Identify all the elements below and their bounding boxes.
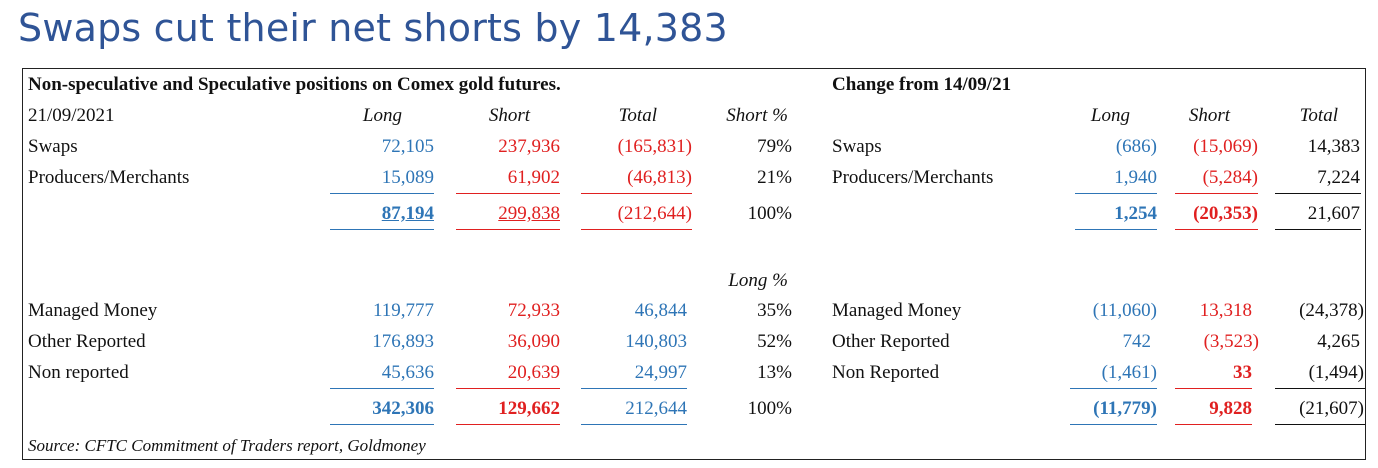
change-col-header-short: Short (1188, 105, 1230, 126)
change-col-header-total: Total (1299, 105, 1338, 126)
pct-value: 21% (757, 167, 792, 188)
long-value: 72,105 (381, 136, 434, 157)
total-value: (165,831) (617, 136, 692, 157)
subtotal-rule (581, 388, 687, 389)
row-label: Other Reported (28, 331, 146, 352)
subtotal-rule (1175, 193, 1258, 194)
change-row-label: Managed Money (832, 300, 962, 321)
total-rule (581, 424, 687, 425)
change-total-short-value: 9,828 (1209, 398, 1252, 419)
short-value: 20,639 (507, 362, 560, 383)
change-short-value: (15,069) (1193, 136, 1258, 157)
subtotal-rule (1075, 193, 1157, 194)
change-long-value: (686) (1115, 136, 1157, 157)
total-rule (581, 229, 692, 230)
change-total-value: 14,383 (1307, 136, 1360, 157)
total-short-value: 129,662 (498, 398, 560, 419)
right-table-header: Change from 14/09/21 (832, 74, 1012, 95)
short-value: 72,933 (507, 300, 560, 321)
subtotal-rule (1175, 388, 1252, 389)
change-total-value: 7,224 (1317, 167, 1360, 188)
total-rule (456, 229, 560, 230)
total-rule (330, 229, 434, 230)
change-long-value: (1,461) (1101, 362, 1157, 383)
change-short-value: 13,318 (1199, 300, 1252, 321)
long-value: 15,089 (381, 167, 434, 188)
change-long-value: 742 (1122, 331, 1152, 352)
change-row-label: Other Reported (832, 331, 950, 352)
report-date: 21/09/2021 (28, 105, 115, 126)
long-value: 45,636 (381, 362, 434, 383)
change-long-value: (11,060) (1092, 300, 1157, 321)
total-total-value: 212,644 (625, 398, 687, 419)
subtotal-rule (1275, 388, 1365, 389)
total-value: 46,844 (634, 300, 687, 321)
positions-table (22, 68, 1366, 460)
col-header-short-pct: Short % (726, 105, 788, 126)
change-total-value: (1,494) (1308, 362, 1364, 383)
subtotal-rule (330, 388, 434, 389)
source-note: Source: CFTC Commitment of Traders repor… (28, 436, 426, 455)
col-header-long: Long (362, 105, 402, 126)
subtotal-rule (1275, 193, 1361, 194)
row-label: Managed Money (28, 300, 158, 321)
col-header-short: Short (488, 105, 530, 126)
change-row-label: Swaps (832, 136, 882, 157)
short-value: 237,936 (498, 136, 560, 157)
subtotal-rule (456, 388, 560, 389)
total-total-value: (212,644) (617, 203, 692, 224)
subtotal-rule (1070, 388, 1157, 389)
total-rule (1175, 424, 1252, 425)
total-rule (1070, 424, 1157, 425)
total-value: 140,803 (625, 331, 687, 352)
total-pct-value: 100% (747, 398, 792, 419)
pct-value: 35% (757, 300, 792, 321)
change-total-value: 4,265 (1317, 331, 1360, 352)
total-rule (456, 424, 560, 425)
change-short-value: (3,523) (1203, 331, 1259, 352)
total-long-value: 87,194 (381, 203, 434, 224)
change-total-short-value: (20,353) (1193, 203, 1258, 224)
pct-value: 79% (757, 136, 792, 157)
subtotal-rule (456, 193, 560, 194)
total-long-value: 342,306 (372, 398, 434, 419)
row-label: Non reported (28, 362, 129, 383)
total-rule (330, 424, 434, 425)
change-row-label: Producers/Merchants (832, 167, 994, 188)
change-short-value: (5,284) (1202, 167, 1258, 188)
row-label: Producers/Merchants (28, 167, 190, 188)
total-value: 24,997 (634, 362, 687, 383)
long-value: 176,893 (372, 331, 434, 352)
change-total-long-value: (11,779) (1093, 398, 1157, 419)
change-total-long-value: 1,254 (1114, 203, 1157, 224)
total-rule (1275, 229, 1361, 230)
total-rule (1275, 424, 1365, 425)
pct-value: 52% (757, 331, 792, 352)
row-label: Swaps (28, 136, 78, 157)
left-table-header: Non-speculative and Speculative position… (28, 74, 561, 95)
total-value: (46,813) (627, 167, 692, 188)
subtotal-rule (581, 193, 692, 194)
subtotal-rule (330, 193, 434, 194)
change-total-value: (24,378) (1299, 300, 1364, 321)
total-rule (1075, 229, 1157, 230)
total-pct-value: 100% (747, 203, 792, 224)
pct-value: 13% (757, 362, 792, 383)
change-short-value: 33 (1233, 362, 1252, 383)
change-total-total-value: 21,607 (1307, 203, 1360, 224)
change-row-label: Non Reported (832, 362, 940, 383)
change-col-header-long: Long (1090, 105, 1130, 126)
col-header-total: Total (618, 105, 657, 126)
col-header-long-pct: Long % (728, 270, 788, 291)
change-total-total-value: (21,607) (1299, 398, 1364, 419)
total-short-value: 299,838 (498, 203, 560, 224)
total-rule (1175, 229, 1258, 230)
short-value: 61,902 (507, 167, 560, 188)
change-long-value: 1,940 (1114, 167, 1157, 188)
short-value: 36,090 (507, 331, 560, 352)
long-value: 119,777 (372, 300, 434, 321)
chart-title: Swaps cut their net shorts by 14,383 (18, 6, 728, 50)
